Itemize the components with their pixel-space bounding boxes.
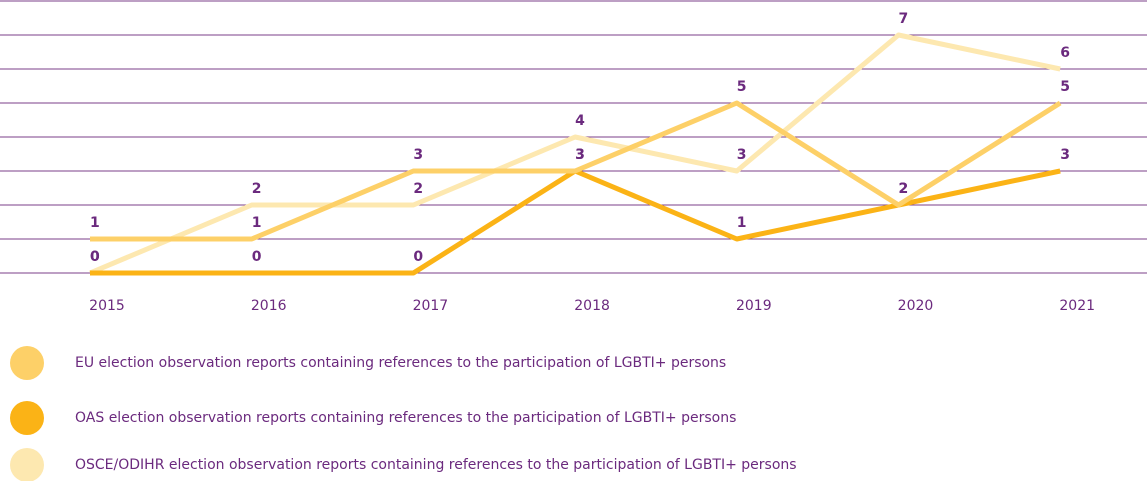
legend-label: EU election observation reports containi… <box>75 355 726 371</box>
x-tick-label: 2021 <box>1059 298 1095 314</box>
data-label: 3 <box>1060 147 1070 163</box>
data-label: 6 <box>1060 45 1070 61</box>
data-label: 3 <box>413 147 423 163</box>
data-label: 1 <box>252 215 262 231</box>
data-label: 2 <box>899 181 909 197</box>
x-tick-label: 2019 <box>736 298 772 314</box>
x-tick-label: 2017 <box>413 298 449 314</box>
x-tick-label: 2018 <box>574 298 610 314</box>
data-label: 1 <box>737 215 747 231</box>
data-label: 3 <box>737 147 747 163</box>
series-line <box>90 168 1061 276</box>
series-line <box>90 100 1062 242</box>
data-label: 4 <box>575 113 585 129</box>
data-label: 3 <box>575 147 585 163</box>
data-label: 0 <box>252 249 262 265</box>
legend-label: OSCE/ODIHR election observation reports … <box>75 457 797 473</box>
data-label: 2 <box>899 181 909 197</box>
x-tick-label: 2016 <box>251 298 287 314</box>
data-label: 0 <box>90 249 100 265</box>
legend-swatch <box>10 401 44 435</box>
series-line <box>89 32 1061 276</box>
legend-swatch <box>10 448 44 481</box>
legend-swatch <box>10 346 44 380</box>
data-label: 2 <box>413 181 423 197</box>
legend-label: OAS election observation reports contain… <box>75 410 736 426</box>
x-tick-label: 2020 <box>898 298 934 314</box>
data-label: 5 <box>1060 79 1070 95</box>
data-label: 2 <box>252 181 262 197</box>
data-label: 5 <box>737 79 747 95</box>
data-label: 0 <box>90 249 100 265</box>
data-label: 3 <box>575 147 585 163</box>
data-label: 1 <box>90 215 100 231</box>
data-label: 7 <box>899 11 909 27</box>
data-label: 0 <box>413 249 423 265</box>
x-tick-label: 2015 <box>89 298 125 314</box>
